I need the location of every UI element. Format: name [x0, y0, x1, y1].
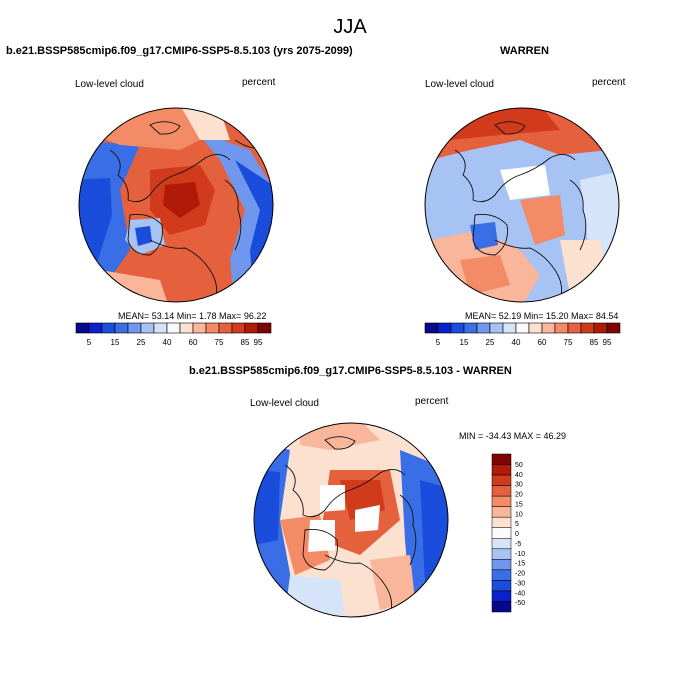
colorbar-tick-label: -50	[515, 600, 525, 607]
colorbar-swatch	[606, 322, 621, 334]
colorbar-tick-label: 5	[436, 338, 441, 347]
colorbar-swatch	[491, 548, 512, 560]
panel1-field	[79, 108, 273, 302]
colorbar-swatch	[491, 590, 512, 602]
colorbar-swatch	[424, 322, 439, 334]
colorbar-tick-label: 85	[241, 338, 250, 347]
panel3-field	[254, 423, 448, 617]
colorbar-swatch	[140, 322, 155, 334]
panel1-title: b.e21.BSSP585cmip6.f09_g17.CMIP6-SSP5-8.…	[6, 45, 353, 57]
colorbar-tick-label: 85	[590, 338, 599, 347]
panel2-field	[425, 108, 619, 302]
colorbar-swatch	[101, 322, 116, 334]
colorbar-swatch	[491, 516, 512, 528]
panel2-stats: MEAN= 52.19 Min= 15.20 Max= 84.54	[465, 311, 619, 321]
colorbar-swatch	[491, 506, 512, 518]
colorbar-tick-label: 75	[564, 338, 573, 347]
panel3-title: b.e21.BSSP585cmip6.f09_g17.CMIP6-SSP5-8.…	[189, 365, 512, 377]
colorbar-tick-label: 25	[486, 338, 495, 347]
page-title: JJA	[333, 16, 367, 38]
colorbar-swatch	[515, 322, 530, 334]
colorbar-swatch	[491, 601, 512, 613]
colorbar-swatch	[491, 580, 512, 592]
colorbar-tick-label: 95	[254, 338, 263, 347]
panel1-stats: MEAN= 53.14 Min= 1.78 Max= 96.22	[118, 311, 267, 321]
colorbar-tick-label: 95	[603, 338, 612, 347]
colorbar-swatch	[437, 322, 452, 334]
colorbar-tick-label: 75	[215, 338, 224, 347]
colorbar-tick-label: 40	[512, 338, 521, 347]
colorbar-tick-label: -40	[515, 590, 525, 597]
colorbar-swatch	[153, 322, 168, 334]
colorbar-tick-label: 0	[515, 531, 519, 538]
colorbar-tick-label: 15	[460, 338, 469, 347]
colorbar-swatch	[476, 322, 491, 334]
colorbar-swatch	[491, 474, 512, 486]
colorbar-swatch	[114, 322, 129, 334]
colorbar-swatch	[205, 322, 220, 334]
colorbar-swatch	[489, 322, 504, 334]
colorbar-tick-label: 60	[189, 338, 198, 347]
colorbar-swatch	[244, 322, 259, 334]
panel3-stats: MIN = -34.43 MAX = 46.29	[459, 431, 567, 441]
colorbar-swatch	[502, 322, 517, 334]
colorbar-tick-label: 15	[111, 338, 120, 347]
colorbar-tick-label: -15	[515, 561, 525, 568]
colorbar-tick-label: -20	[515, 571, 525, 578]
colorbar-tick-label: 20	[515, 492, 523, 499]
colorbar-tick-label: -10	[515, 551, 525, 558]
panel2-colorbar: 5 15 25 40 60 75 85 95	[424, 322, 621, 347]
colorbar-swatch	[75, 322, 90, 334]
colorbar-tick-label: -5	[515, 541, 521, 548]
colorbar-swatch	[218, 322, 233, 334]
colorbar-tick-label: 25	[137, 338, 146, 347]
colorbar-swatch	[491, 453, 512, 465]
panel1-units-label: percent	[242, 77, 276, 88]
colorbar-swatch	[192, 322, 207, 334]
panel3-units-label: percent	[415, 396, 449, 407]
colorbar-swatch	[567, 322, 582, 334]
colorbar-tick-label: 50	[515, 462, 523, 469]
colorbar-swatch	[491, 538, 512, 550]
colorbar-tick-label: 10	[515, 511, 523, 518]
panel3-variable-label: Low-level cloud	[250, 398, 319, 409]
colorbar-swatch	[593, 322, 608, 334]
panel2-title: WARREN	[500, 45, 549, 57]
colorbar-swatch	[528, 322, 543, 334]
colorbar-tick-label: 30	[515, 482, 523, 489]
colorbar-swatch	[491, 569, 512, 581]
colorbar-tick-label: -30	[515, 580, 525, 587]
colorbar-swatch	[541, 322, 556, 334]
panel1-colorbar: 5 15 25 40 60 75 85 95	[75, 322, 272, 347]
colorbar-tick-label: 60	[538, 338, 547, 347]
colorbar-swatch	[88, 322, 103, 334]
colorbar-swatch	[491, 464, 512, 476]
panel2-variable-label: Low-level cloud	[425, 79, 494, 90]
colorbar-swatch	[127, 322, 142, 334]
panel1-variable-label: Low-level cloud	[75, 79, 144, 90]
colorbar-swatch	[491, 559, 512, 571]
colorbar-swatch	[554, 322, 569, 334]
colorbar-swatch	[491, 527, 512, 539]
colorbar-swatch	[580, 322, 595, 334]
colorbar-swatch	[179, 322, 194, 334]
colorbar-swatch	[257, 322, 272, 334]
colorbar-tick-label: 5	[515, 521, 519, 528]
colorbar-tick-label: 40	[163, 338, 172, 347]
panel2-units-label: percent	[592, 77, 626, 88]
colorbar-tick-label: 40	[515, 472, 523, 479]
colorbar-tick-label: 15	[515, 501, 523, 508]
colorbar-swatch	[231, 322, 246, 334]
colorbar-swatch	[491, 495, 512, 507]
colorbar-swatch	[450, 322, 465, 334]
colorbar-tick-label: 5	[87, 338, 92, 347]
colorbar-swatch	[491, 485, 512, 497]
colorbar-swatch	[463, 322, 478, 334]
colorbar-swatch	[166, 322, 181, 334]
